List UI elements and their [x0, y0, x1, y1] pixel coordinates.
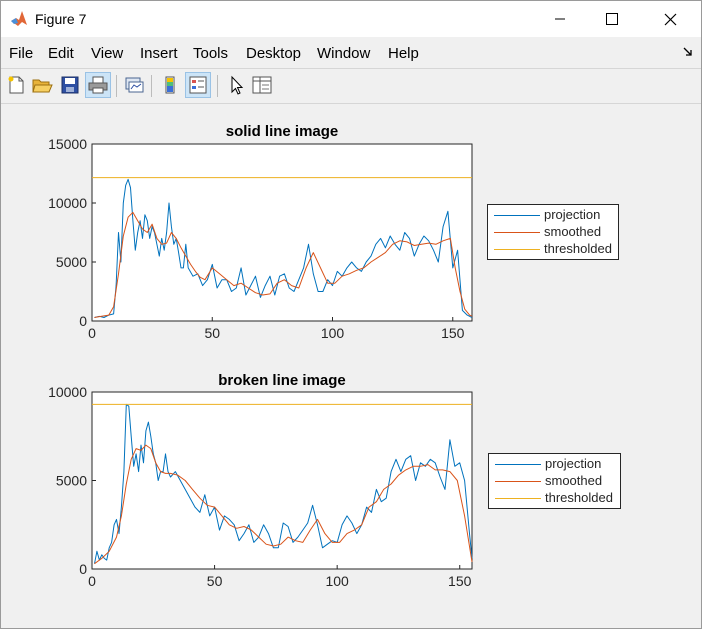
cursor-arrow-icon	[231, 75, 244, 95]
y-tick-label: 0	[79, 561, 87, 577]
plot-area: solid line image 0 50 100 15005000100001500…	[48, 123, 473, 589]
title-bar[interactable]: Figure 7	[1, 1, 701, 37]
menu-view[interactable]: View	[91, 45, 124, 62]
link-plot-button[interactable]	[121, 72, 147, 98]
legend-label: smoothed	[544, 224, 602, 239]
legend-entry: projection	[488, 207, 618, 224]
menu-edit[interactable]: Edit	[48, 45, 74, 62]
legend-swatch	[494, 232, 540, 233]
dock-arrow-icon[interactable]	[683, 47, 693, 57]
edit-plot-button[interactable]	[223, 72, 249, 98]
y-tick-label: 15000	[48, 136, 87, 152]
x-tick-label: 50	[207, 573, 223, 589]
x-tick-label: 100	[325, 573, 349, 589]
print-figure-button[interactable]	[85, 72, 111, 98]
legend-label: thresholded	[545, 490, 613, 505]
toolbar-separator	[217, 75, 218, 97]
x-tick-label: 50	[204, 325, 220, 341]
x-tick-label: 150	[441, 325, 465, 341]
minimize-button[interactable]	[537, 1, 583, 37]
close-icon	[664, 13, 676, 25]
legend-label: smoothed	[545, 473, 603, 488]
menu-window[interactable]: Window	[317, 45, 371, 62]
figure-canvas: solid line image 0 50 100 150 0 5000 10000 1500…	[1, 103, 701, 628]
new-document-icon	[8, 76, 24, 94]
matlab-icon	[11, 11, 27, 26]
menu-desktop[interactable]: Desktop	[246, 45, 302, 62]
legend-entry: smoothed	[489, 473, 620, 490]
insert-legend-button[interactable]	[185, 72, 211, 98]
window-title: Figure 7	[35, 11, 87, 27]
save-icon	[61, 76, 79, 94]
projection-line	[94, 403, 473, 564]
legend-swatch	[495, 481, 541, 482]
toolbar-separator	[151, 75, 152, 97]
legend-label: thresholded	[544, 241, 612, 256]
legend-axes2[interactable]: projection smoothed thresholded	[488, 453, 621, 509]
y-tick-label: 5000	[56, 254, 87, 270]
y-tick-label: 10000	[48, 384, 87, 400]
axes1-title: solid line image	[226, 123, 339, 140]
legend-entry: smoothed	[488, 224, 618, 241]
x-tick-label: 150	[448, 573, 472, 589]
smoothed-line	[94, 444, 473, 565]
legend-entry: thresholded	[489, 490, 620, 507]
menu-tools[interactable]: Tools	[193, 45, 229, 62]
close-button[interactable]	[647, 1, 693, 37]
x-tick-label: 0	[88, 325, 96, 341]
legend-swatch	[494, 249, 540, 250]
menu-bar: File Edit View Insert Tools Desktop Wind…	[1, 39, 701, 67]
open-file-button[interactable]	[29, 72, 55, 98]
new-figure-button[interactable]	[3, 72, 29, 98]
menu-help[interactable]: Help	[388, 45, 419, 62]
legend-label: projection	[544, 207, 601, 222]
save-figure-button[interactable]	[57, 72, 83, 98]
projection-line	[94, 178, 473, 318]
colorbar-icon	[165, 76, 175, 94]
toolbar-separator	[116, 75, 117, 97]
figure-toolbar	[1, 68, 701, 104]
menu-insert[interactable]: Insert	[140, 45, 178, 62]
legend-swatch	[495, 464, 541, 465]
legend-swatch	[494, 215, 540, 216]
x-tick-label: 100	[321, 325, 345, 341]
menu-file[interactable]: File	[9, 45, 34, 62]
axes2-box[interactable]	[91, 391, 473, 570]
axes2-title: broken line image	[218, 372, 346, 389]
insert-colorbar-button[interactable]	[157, 72, 183, 98]
minimize-icon	[555, 18, 565, 20]
printer-icon	[88, 76, 108, 94]
smoothed-line	[94, 211, 473, 318]
legend-icon	[189, 76, 207, 94]
x-tick-label: 0	[88, 573, 96, 589]
legend-entry: thresholded	[488, 241, 618, 258]
link-plot-icon	[125, 77, 144, 93]
y-tick-label: 10000	[48, 195, 87, 211]
property-inspector-icon	[252, 76, 272, 94]
property-inspector-button[interactable]	[249, 72, 275, 98]
legend-label: projection	[545, 456, 602, 471]
legend-swatch	[495, 498, 541, 499]
folder-open-icon	[32, 79, 53, 93]
legend-axes1[interactable]: projection smoothed thresholded	[487, 204, 619, 260]
legend-entry: projection	[489, 456, 620, 473]
y-tick-label: 5000	[56, 473, 87, 489]
maximize-button[interactable]	[589, 1, 635, 37]
maximize-icon	[606, 13, 618, 25]
y-tick-label: 0	[79, 313, 87, 329]
